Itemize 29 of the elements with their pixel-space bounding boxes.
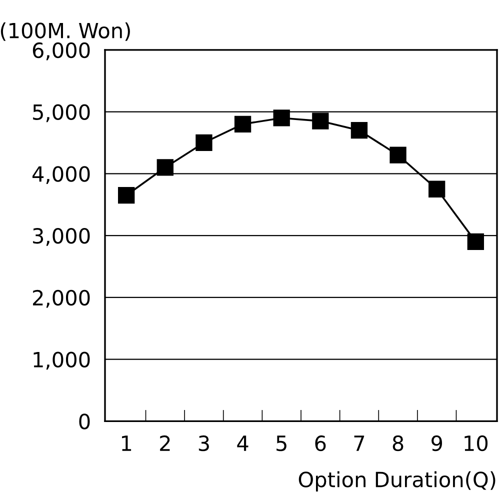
y-tick-label: 5,000 bbox=[33, 104, 90, 122]
y-tick-label: 2,000 bbox=[32, 290, 90, 308]
x-tick-label: 7 bbox=[354, 436, 364, 451]
point bbox=[312, 112, 329, 130]
x-tick-label: 5 bbox=[276, 436, 286, 452]
x-tick-label: 4 bbox=[237, 436, 248, 451]
point bbox=[350, 122, 368, 139]
point bbox=[156, 159, 174, 176]
x-tick-label: 6 bbox=[315, 435, 326, 452]
point bbox=[196, 134, 212, 152]
y-tick-label: 3,000 bbox=[33, 228, 90, 246]
y-tick-label: 0 bbox=[79, 414, 90, 430]
point bbox=[390, 146, 406, 164]
point bbox=[428, 180, 446, 198]
x-tick-label: 8 bbox=[392, 435, 404, 452]
y-tick-label: 4,000 bbox=[32, 166, 90, 184]
x-tick-label: 2 bbox=[160, 435, 170, 451]
x-tick-label: 1 bbox=[122, 436, 132, 451]
y-axis-title: (100M. Won) bbox=[0, 22, 130, 41]
x-tick-label: 3 bbox=[198, 435, 209, 452]
point bbox=[118, 186, 135, 204]
x-tick-label: 10 bbox=[464, 435, 488, 452]
point bbox=[273, 110, 290, 126]
x-axis-title: Option Duration(Q) bbox=[298, 471, 496, 492]
point bbox=[467, 233, 484, 250]
y-tick-label: 6,000 bbox=[32, 42, 90, 60]
point bbox=[234, 116, 252, 132]
x-tick-label: 9 bbox=[432, 435, 442, 452]
y-tick-label: 1,000 bbox=[34, 352, 90, 370]
